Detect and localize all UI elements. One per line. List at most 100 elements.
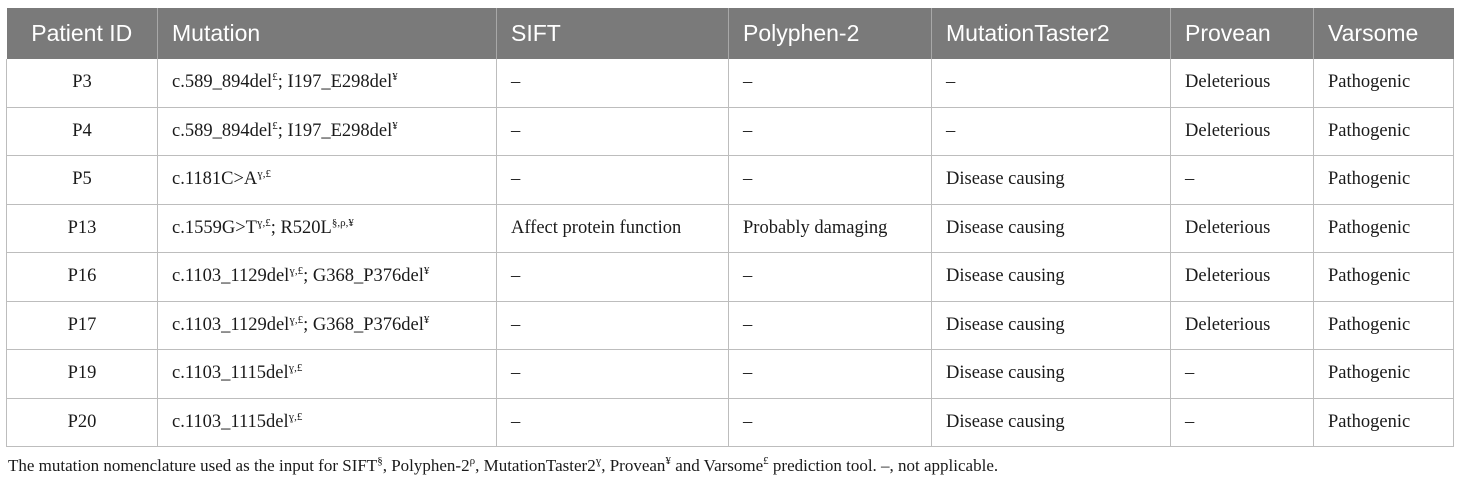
cell-polyphen: – xyxy=(728,155,932,205)
cell-varsome: Pathogenic xyxy=(1313,398,1454,447)
table-row: P16 c.1103_1129delɣ,£; G368_P376del¥ – – Dis… xyxy=(6,252,1454,302)
header-mutationtaster: MutationTaster2 xyxy=(931,8,1171,59)
cell-patient-id: P13 xyxy=(6,204,158,253)
cell-patient-id: P4 xyxy=(6,107,158,156)
cell-provean: – xyxy=(1170,349,1314,399)
cell-polyphen: Probably damaging xyxy=(728,204,932,253)
cell-mutation: c.1181C>Aɣ,£ xyxy=(157,155,497,205)
cell-patient-id: P5 xyxy=(6,155,158,205)
cell-varsome: Pathogenic xyxy=(1313,349,1454,399)
text-segment: The mutation nomenclature used as the in… xyxy=(8,456,378,475)
cell-provean: Deleterious xyxy=(1170,59,1314,108)
cell-patient-id: P16 xyxy=(6,252,158,302)
header-row: Patient ID Mutation SIFT Polyphen-2 Muta… xyxy=(6,8,1454,59)
superscript-marker: ¥ xyxy=(423,265,430,278)
cell-polyphen: – xyxy=(728,59,932,108)
cell-provean: – xyxy=(1170,155,1314,205)
superscript-marker: §,ρ,¥ xyxy=(331,216,354,229)
header-polyphen: Polyphen-2 xyxy=(728,8,932,59)
cell-varsome: Pathogenic xyxy=(1313,301,1454,350)
text-segment: c.1103_1129del xyxy=(172,314,290,335)
cell-mutation: c.589_894del£; I197_E298del¥ xyxy=(157,107,497,156)
text-segment: , Provean xyxy=(601,456,666,475)
superscript-marker: ɣ,£ xyxy=(288,410,303,423)
table-row: P3 c.589_894del£; I197_E298del¥ – – – Deleter… xyxy=(6,59,1454,108)
superscript-marker: ɣ,£ xyxy=(289,313,304,326)
superscript-marker: £ xyxy=(272,71,278,84)
text-segment: ; G368_P376del xyxy=(303,314,424,335)
cell-mutation: c.1559G>Tɣ,£; R520L§,ρ,¥ xyxy=(157,204,497,253)
table-row: P20 c.1103_1115delɣ,£ – – Disease causing – Pa… xyxy=(6,398,1454,447)
cell-mutationtaster: Disease causing xyxy=(931,398,1171,447)
table-footnote: The mutation nomenclature used as the in… xyxy=(8,456,998,476)
cell-mutationtaster: – xyxy=(931,107,1171,156)
header-patient-id: Patient ID xyxy=(6,8,158,59)
text-segment: ; R520L xyxy=(270,217,332,238)
cell-sift: – xyxy=(496,107,729,156)
cell-sift: – xyxy=(496,59,729,108)
cell-mutationtaster: Disease causing xyxy=(931,155,1171,205)
text-segment: ; I197_E298del xyxy=(277,72,393,93)
table-row: P19 c.1103_1115delɣ,£ – – Disease causing – Pa… xyxy=(6,349,1454,399)
table-row: P17 c.1103_1129delɣ,£; G368_P376del¥ – – Dis… xyxy=(6,301,1454,350)
superscript-marker: ɣ,£ xyxy=(256,216,271,229)
text-segment: and Varsome xyxy=(670,456,764,475)
superscript-marker: £ xyxy=(272,119,278,132)
cell-varsome: Pathogenic xyxy=(1313,155,1454,205)
superscript-marker: ¥ xyxy=(392,71,398,84)
results-table-container: Patient ID Mutation SIFT Polyphen-2 Muta… xyxy=(6,8,1454,447)
table-row: P13 c.1559G>Tɣ,£; R520L§,ρ,¥ Affect protei… xyxy=(6,204,1454,253)
text-segment: prediction tool. –, not applicable. xyxy=(768,456,999,475)
header-mutation: Mutation xyxy=(157,8,497,59)
text-segment: , Polyphen-2 xyxy=(382,456,470,475)
superscript-marker: ¥ xyxy=(392,119,398,132)
header-provean: Provean xyxy=(1170,8,1314,59)
cell-mutation: c.1103_1129delɣ,£; G368_P376del¥ xyxy=(157,301,497,350)
table-row: P4 c.589_894del£; I197_E298del¥ – – – Deleter… xyxy=(6,107,1454,156)
superscript-marker: ɣ,£ xyxy=(289,265,304,278)
table-body: P3 c.589_894del£; I197_E298del¥ – – – Deleter… xyxy=(6,59,1454,447)
cell-polyphen: – xyxy=(728,398,932,447)
superscript-marker: ɣ xyxy=(595,455,602,467)
cell-sift: – xyxy=(496,155,729,205)
cell-mutationtaster: Disease causing xyxy=(931,301,1171,350)
cell-varsome: Pathogenic xyxy=(1313,252,1454,302)
cell-polyphen: – xyxy=(728,107,932,156)
cell-provean: Deleterious xyxy=(1170,107,1314,156)
cell-patient-id: P20 xyxy=(6,398,158,447)
cell-polyphen: – xyxy=(728,301,932,350)
cell-varsome: Pathogenic xyxy=(1313,204,1454,253)
cell-polyphen: – xyxy=(728,252,932,302)
text-segment: c.1181C>A xyxy=(172,169,258,190)
superscript-marker: £ xyxy=(763,455,769,467)
superscript-marker: ɣ,£ xyxy=(257,168,272,181)
cell-mutation: c.1103_1115delɣ,£ xyxy=(157,398,497,447)
superscript-marker: ρ xyxy=(469,455,476,467)
header-varsome: Varsome xyxy=(1313,8,1454,59)
cell-mutationtaster: Disease causing xyxy=(931,349,1171,399)
cell-mutationtaster: – xyxy=(931,59,1171,108)
text-segment: c.1103_1115del xyxy=(172,411,289,432)
cell-varsome: Pathogenic xyxy=(1313,107,1454,156)
header-sift: SIFT xyxy=(496,8,729,59)
text-segment: c.1103_1129del xyxy=(172,266,290,287)
superscript-marker: § xyxy=(377,455,383,467)
cell-mutation: c.589_894del£; I197_E298del¥ xyxy=(157,59,497,108)
superscript-marker: ɣ,£ xyxy=(288,362,303,375)
text-segment: c.589_894del xyxy=(172,120,273,141)
cell-provean: Deleterious xyxy=(1170,301,1314,350)
superscript-marker: ¥ xyxy=(423,313,430,326)
text-segment: , MutationTaster2 xyxy=(475,456,596,475)
cell-polyphen: – xyxy=(728,349,932,399)
cell-patient-id: P3 xyxy=(6,59,158,108)
cell-mutationtaster: Disease causing xyxy=(931,204,1171,253)
mutation-prediction-table: Patient ID Mutation SIFT Polyphen-2 Muta… xyxy=(6,8,1454,447)
cell-sift: – xyxy=(496,252,729,302)
cell-provean: Deleterious xyxy=(1170,204,1314,253)
text-segment: c.589_894del xyxy=(172,72,273,93)
table-row: P5 c.1181C>Aɣ,£ – – Disease causing – Pathogen… xyxy=(6,155,1454,205)
cell-provean: – xyxy=(1170,398,1314,447)
cell-provean: Deleterious xyxy=(1170,252,1314,302)
superscript-marker: ¥ xyxy=(665,455,671,467)
text-segment: ; G368_P376del xyxy=(303,266,424,287)
